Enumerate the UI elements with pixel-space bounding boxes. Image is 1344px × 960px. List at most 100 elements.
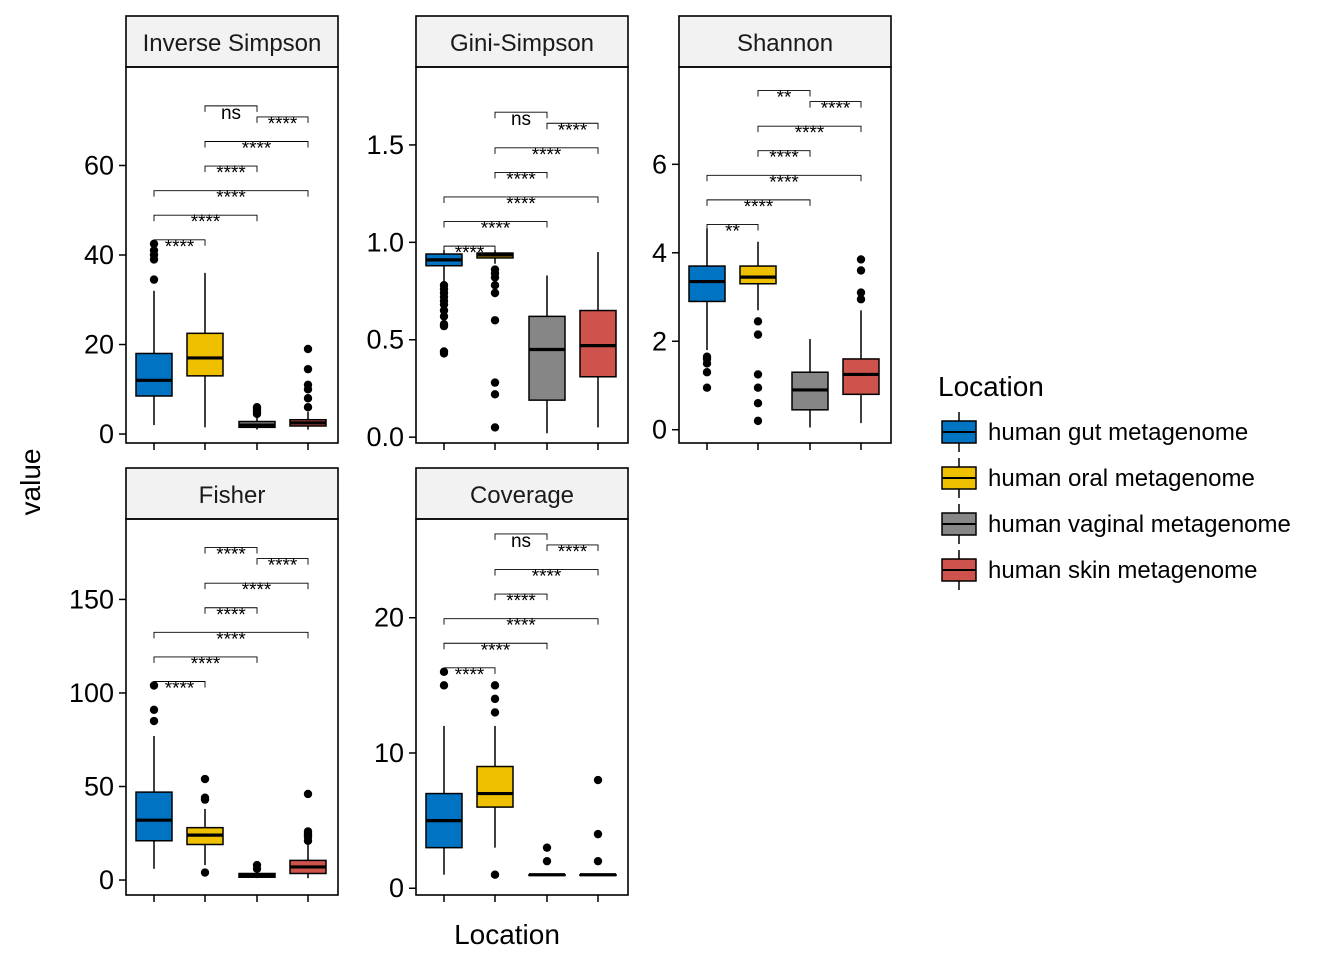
bracket-line: [153, 214, 258, 222]
significance-bracket: ****: [443, 243, 496, 264]
y-tick-label: 1.5: [366, 130, 404, 160]
outlier-point: [439, 312, 449, 321]
plot-area: ************************: [688, 88, 880, 428]
significance-bracket: ****: [494, 591, 548, 612]
bracket-line: [706, 199, 811, 206]
bracket-line: [546, 122, 599, 130]
y-tick-label: 20: [84, 330, 114, 360]
outlier-point: [702, 368, 712, 377]
significance-bracket: ****: [546, 120, 599, 141]
box-3: [528, 843, 566, 877]
outlier-point: [252, 860, 262, 870]
significance-label: ****: [532, 567, 562, 588]
outlier-point: [490, 288, 500, 298]
y-tick-label: 0: [99, 865, 114, 895]
box-1: [425, 250, 463, 358]
facet-strip: [415, 467, 629, 520]
plot-area: **** **** **** **** **** **** ****: [135, 545, 327, 879]
bracket-line: [757, 125, 862, 133]
outlier-point: [593, 829, 603, 839]
facet-strip-label: Shannon: [737, 30, 833, 57]
box-body: [688, 265, 726, 303]
box-4: [842, 255, 880, 424]
outlier-point: [149, 246, 159, 255]
y-tick-label: 4: [652, 238, 667, 268]
outlier-point: [702, 352, 712, 361]
outlier-point: [593, 856, 603, 866]
facet-panel: Gini-Simpson************************ns0.…: [366, 15, 629, 452]
outlier-point: [856, 295, 866, 304]
bracket-line: [757, 150, 811, 157]
box-body: [528, 315, 566, 401]
significance-label: ****: [744, 197, 774, 218]
significance-label: ****: [481, 219, 511, 240]
significance-label: ****: [242, 139, 272, 160]
bracket-line: [494, 171, 548, 179]
significance-bracket: ****: [546, 542, 599, 563]
bracket-line: [153, 681, 206, 688]
significance-bracket: ****: [204, 139, 309, 160]
outlier-point: [303, 364, 313, 374]
plot-area: ************************ns: [425, 109, 617, 434]
box-body: [476, 765, 514, 808]
outlier-point: [753, 383, 763, 392]
legend-items: human gut metagenome human oral metagenom…: [941, 412, 1291, 590]
significance-bracket: ****: [494, 145, 599, 166]
outlier-point: [490, 390, 500, 399]
box-2: [186, 774, 224, 877]
legend-label: human gut metagenome: [988, 419, 1248, 446]
significance-label: ****: [506, 169, 536, 190]
outlier-point: [490, 870, 500, 879]
y-tick-label: 40: [84, 240, 114, 270]
outlier-point: [490, 378, 500, 387]
significance-bracket: ****: [153, 678, 206, 699]
outlier-point: [303, 789, 313, 799]
significance-label: ****: [268, 114, 298, 135]
significance-bracket: ****: [809, 99, 862, 120]
legend-title: Location: [938, 371, 1044, 402]
significance-label: ****: [532, 145, 562, 166]
bracket-line: [153, 656, 258, 663]
outlier-point: [303, 402, 313, 412]
bracket-line: [204, 547, 258, 554]
significance-label: ****: [216, 545, 246, 566]
outlier-point: [542, 843, 552, 852]
outlier-point: [856, 288, 866, 297]
significance-bracket: ****: [443, 640, 548, 661]
significance-label: ****: [216, 188, 246, 209]
significance-bracket: ****: [204, 163, 258, 184]
facet-strip-label: Coverage: [470, 482, 574, 509]
box-1: [135, 681, 173, 869]
outlier-point: [702, 383, 712, 392]
significance-bracket: ****: [153, 237, 206, 258]
panel-frame: [415, 66, 629, 444]
significance-bracket: ****: [706, 172, 862, 193]
significance-label: ****: [506, 591, 536, 612]
y-tick-label: 0: [99, 419, 114, 449]
significance-label: ****: [481, 640, 511, 661]
outlier-point: [439, 319, 449, 329]
y-tick-label: 10: [374, 738, 404, 768]
y-tick-label: 1.0: [366, 227, 404, 257]
plot-area: ************************ns: [135, 103, 327, 430]
outlier-point: [753, 317, 763, 326]
outlier-point: [490, 423, 500, 432]
significance-bracket: **: [706, 221, 759, 242]
significance-label: ns: [221, 103, 241, 124]
significance-label: ****: [506, 194, 536, 215]
box-1: [688, 228, 726, 392]
outlier-point: [200, 793, 210, 802]
outlier-point: [490, 694, 500, 704]
outlier-point: [490, 316, 500, 325]
significance-bracket: ****: [256, 114, 309, 135]
bracket-line: [494, 569, 599, 576]
x-axis-title: Location: [454, 919, 560, 950]
facet-strip-label: Inverse Simpson: [143, 30, 322, 57]
box-3: [528, 275, 566, 434]
bracket-line: [153, 190, 309, 197]
bracket-line: [809, 101, 862, 108]
significance-label: ****: [191, 654, 221, 675]
significance-label: ns: [511, 531, 531, 552]
